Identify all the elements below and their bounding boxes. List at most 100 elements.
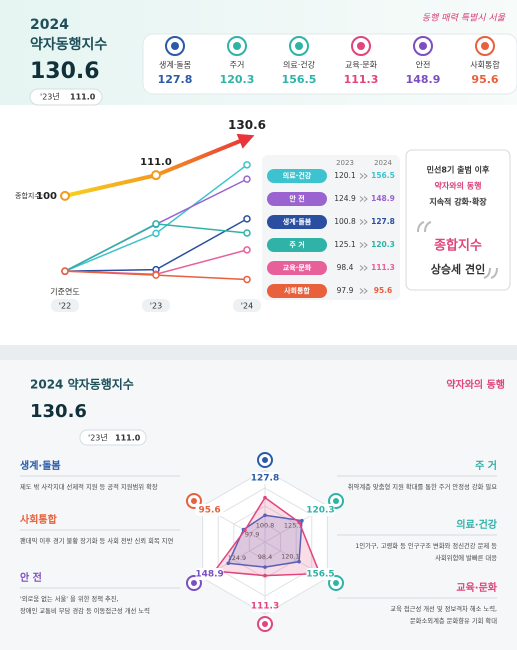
card-name: 의료·건강 (283, 60, 316, 70)
table-arrow (359, 288, 368, 294)
table-value: 148.9 (371, 194, 395, 203)
table-header: 2024 (374, 159, 392, 167)
radar-value: 95.6 (198, 506, 220, 516)
radar-label-bg (306, 504, 335, 516)
total-label: 130.6 (228, 118, 266, 132)
radar-label-bg (195, 568, 224, 580)
callout-emph: 종합지수 (434, 238, 482, 254)
card-icon-dot (233, 42, 241, 50)
finding-text: 문화소외계층 문화향유 기회 확대 (410, 616, 497, 625)
card-value: 111.3 (344, 73, 379, 86)
year: 2024 (30, 17, 69, 33)
radar-point (263, 513, 267, 518)
total-name: 종합지수: (15, 191, 43, 200)
finding-text: 사회위험에 발빠른 대응 (435, 553, 497, 562)
finding-title: 사회통합 (20, 513, 58, 526)
series-point (152, 271, 160, 279)
table-name: 주 거 (289, 240, 304, 249)
radar-point (300, 518, 304, 523)
radar-point (263, 573, 267, 578)
prev-label: '23년 (88, 433, 108, 443)
radar-icon-dot (333, 580, 340, 586)
table-name: 교육·문화 (283, 263, 312, 272)
callout-line: 지속적 강화·확장 (429, 197, 487, 207)
x-tick-label: '23 (150, 302, 162, 311)
card-value: 127.8 (158, 73, 193, 86)
table-value: 100.8 (334, 217, 356, 226)
total-point (60, 190, 70, 201)
radar-point (297, 520, 301, 525)
finding-text: 취약계층 맞춤형 지원 확대를 통한 주거 안정성 강화 필요 (348, 482, 497, 491)
finding-title: 생계·돌봄 (20, 459, 61, 472)
base-label: 기준연도 (50, 288, 79, 297)
table-value: 95.6 (374, 286, 393, 295)
radar-value: 120.1 (281, 553, 300, 561)
radar-value: 100.8 (256, 521, 275, 529)
index: 130.6 (30, 59, 100, 84)
series-point (243, 215, 251, 223)
x-tick-label: '22 (59, 302, 71, 311)
card-name: 안전 (416, 60, 431, 70)
series-point (152, 220, 160, 228)
total-label: 100 (36, 191, 57, 202)
table-pill (267, 261, 327, 275)
card-icon-dot (295, 42, 303, 50)
finding-title: 교육·문화 (456, 582, 497, 594)
table-pill (267, 238, 327, 252)
series-point (61, 267, 69, 275)
prev-value: 111.0 (115, 434, 141, 443)
table-value: 124.9 (334, 194, 356, 203)
radar-icon-dot (190, 580, 197, 586)
radar-value: 156.5 (306, 570, 334, 580)
table-pill (267, 169, 327, 183)
radar-value: 111.3 (251, 602, 279, 612)
card-name: 주거 (230, 61, 245, 70)
table-value: 97.9 (337, 286, 354, 295)
x-tick-pill (233, 299, 261, 312)
finding-text: 장애인 교통비 부담 경감 등 이동접근성 개선 노력 (20, 606, 150, 615)
finding-title: 의료·건강 (456, 518, 497, 531)
card-icon-dot (357, 42, 365, 50)
series-point (152, 229, 160, 238)
radar-point (263, 565, 267, 569)
total-point (151, 170, 161, 181)
callout-box (405, 149, 511, 291)
card-name: 생계·돌봄 (159, 60, 191, 70)
table-pill (267, 284, 327, 298)
title: 약자동행지수 (30, 36, 107, 53)
finding-text: '외로움 없는 서울' 을 위한 정책 추진, (20, 594, 119, 603)
table-name: 안 전 (289, 194, 304, 203)
table-arrow (359, 242, 368, 248)
radar-value: 127.8 (251, 474, 279, 484)
radar-point (226, 561, 231, 566)
prev-label: '23년 (40, 92, 60, 102)
callout-line: 상승세 견인 (431, 262, 485, 276)
x-tick-pill (142, 299, 170, 312)
radar-label-bg (306, 568, 335, 580)
table-value: 127.8 (371, 217, 395, 226)
finding-title: 안 전 (20, 571, 42, 584)
series-point (243, 229, 251, 237)
finding-text: 제도 밖 사각지대 선제적 지원 등 공적 지원범위 확장 (20, 482, 158, 491)
table-pill (267, 215, 327, 229)
radar-value: 98.4 (258, 553, 272, 561)
radar-value: 125.1 (284, 522, 303, 530)
table-value: 125.1 (334, 240, 356, 249)
table-pill (267, 192, 327, 206)
table-name: 사회통합 (284, 286, 310, 295)
finding-text: 교육 접근성 개선 및 정보격차 해소 노력, (390, 604, 497, 613)
series-point (243, 161, 251, 169)
cards-strip (142, 33, 517, 95)
radar-icon-dot (333, 498, 340, 504)
radar-value: 120.3 (306, 506, 334, 516)
card-icon-dot (419, 42, 427, 50)
radar-label-bg (195, 504, 224, 516)
table-value: 111.3 (371, 263, 395, 272)
radar-icon-dot (262, 621, 268, 627)
slogan: 동행 매력 특별시 서울 (422, 13, 506, 24)
radar-icon-dot (262, 457, 268, 463)
quote-mark (417, 221, 432, 233)
x-tick-label: '24 (241, 302, 253, 311)
table-header: 2023 (336, 159, 354, 167)
